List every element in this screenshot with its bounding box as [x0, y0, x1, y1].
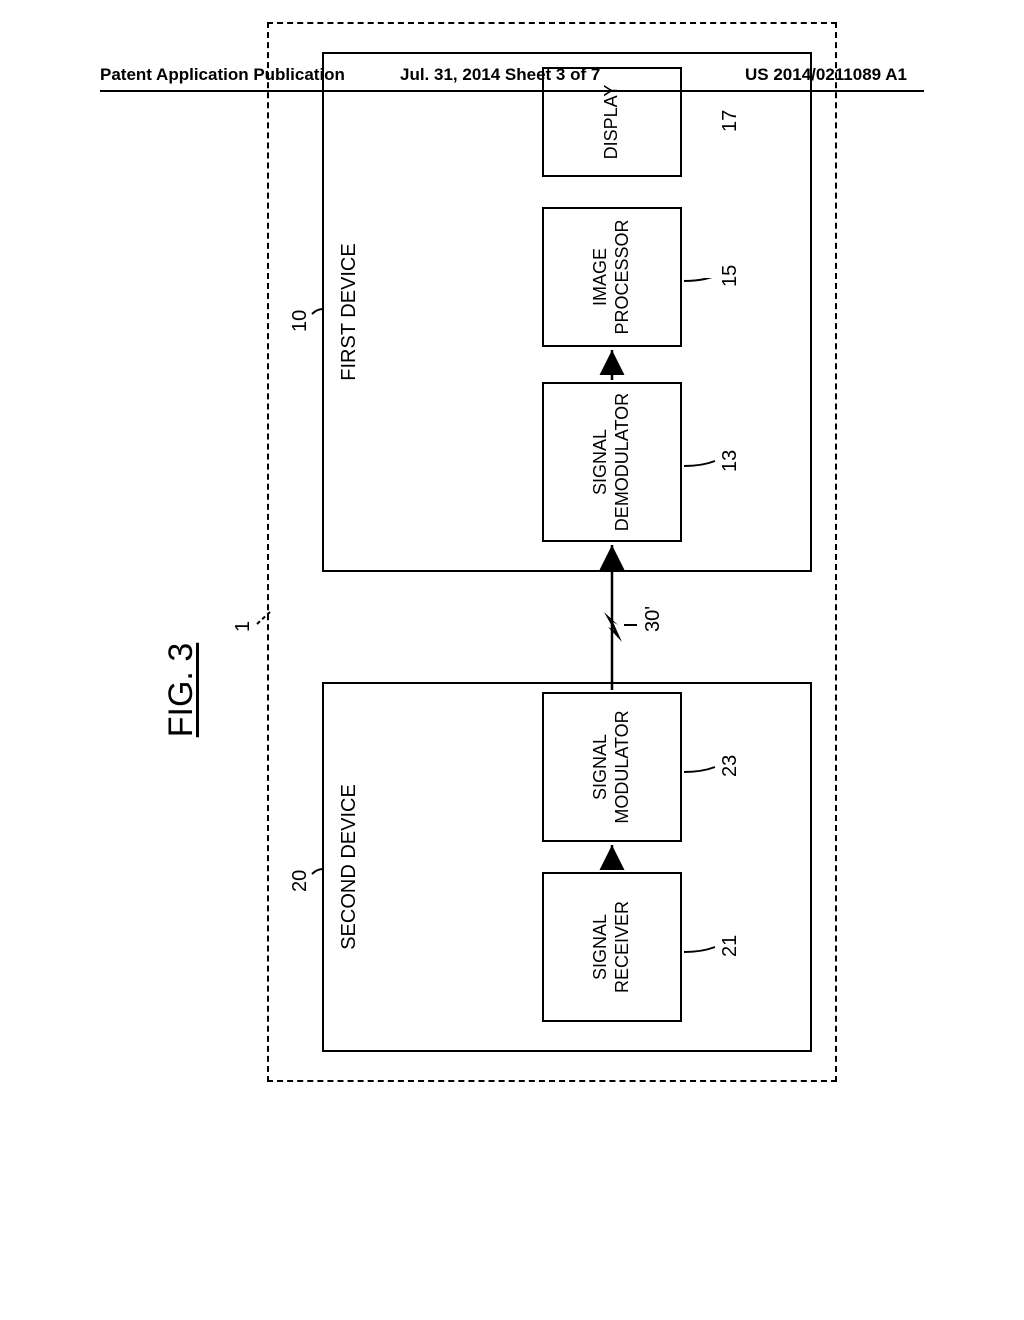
signal-demodulator-ref: 13 [719, 450, 742, 472]
first-device-title: FIRST DEVICE [338, 243, 361, 380]
diagram-rotated-container: FIG. 3 1 SECOND DEVICE 20 FIRST DEVICE 1… [100, 130, 924, 1250]
first-device-ref: 10 [289, 310, 312, 332]
page: Patent Application Publication Jul. 31, … [0, 0, 1024, 1320]
signal-demodulator-block: SIGNAL DEMODULATOR [542, 382, 682, 542]
display-ref: 17 [719, 110, 742, 132]
wireless-ref: 30' [642, 606, 665, 632]
signal-receiver-block: SIGNAL RECEIVER [542, 872, 682, 1022]
wireless-icon [594, 607, 634, 647]
second-device-title: SECOND DEVICE [338, 784, 361, 950]
second-device-ref: 20 [289, 870, 312, 892]
display-block: DISPLAY [542, 67, 682, 177]
image-processor-block: IMAGE PROCESSOR [542, 207, 682, 347]
signal-modulator-ref: 23 [719, 755, 742, 777]
diagram: FIG. 3 1 SECOND DEVICE 20 FIRST DEVICE 1… [162, 278, 862, 1102]
system-ref: 1 [232, 621, 255, 632]
figure-title: FIG. 3 [162, 643, 201, 737]
signal-receiver-ref: 21 [719, 935, 742, 957]
signal-modulator-block: SIGNAL MODULATOR [542, 692, 682, 842]
image-processor-ref: 15 [719, 265, 742, 287]
